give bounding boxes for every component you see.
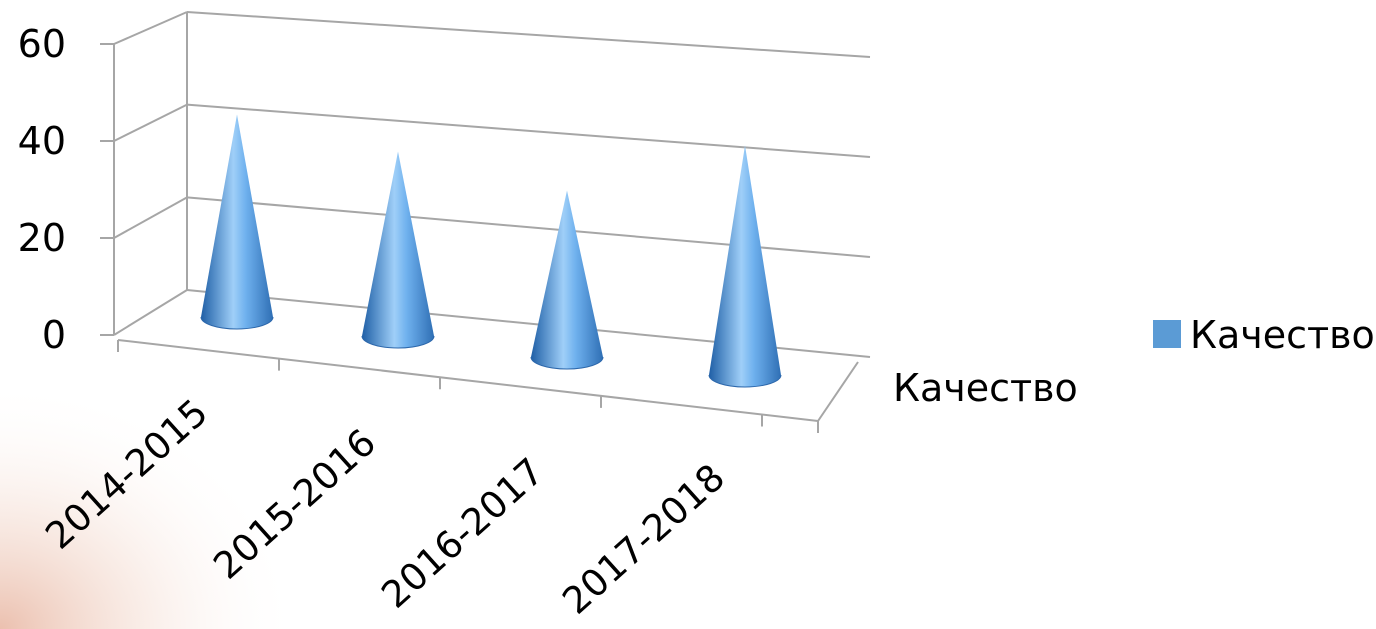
cone-body — [709, 145, 781, 387]
y-tick-label: 0 — [42, 313, 66, 357]
depth-axis — [817, 361, 859, 422]
gridline-side — [113, 11, 188, 45]
cone-base-edge — [361, 335, 435, 349]
y-tick-label: 40 — [18, 119, 66, 163]
cone — [200, 114, 274, 330]
gridline — [186, 103, 871, 158]
gridline-side — [113, 289, 188, 336]
cone-body — [362, 151, 434, 348]
cone-body — [531, 190, 603, 369]
y-tick-label: 60 — [18, 22, 66, 66]
cone — [361, 151, 435, 349]
cone-base-edge — [530, 356, 604, 370]
gridline — [186, 196, 871, 258]
gridline-side — [113, 196, 188, 239]
gridline-side — [113, 103, 188, 142]
y-tick-label: 20 — [18, 216, 66, 260]
background-wash — [0, 380, 300, 629]
legend-swatch — [1153, 320, 1181, 348]
axes — [100, 12, 859, 433]
cone — [708, 145, 782, 388]
legend: Качество — [1153, 313, 1375, 357]
cone — [530, 190, 604, 370]
x-axis — [117, 339, 819, 422]
category-label: 2016-2017 — [373, 450, 552, 617]
cone-base-edge — [708, 374, 782, 388]
legend-label: Качество — [1190, 313, 1375, 357]
depth-axis-label: Качество — [893, 366, 1078, 410]
cone-base-edge — [200, 316, 274, 330]
cones — [200, 114, 782, 388]
cone-body — [201, 114, 273, 329]
gridline — [186, 11, 871, 58]
category-label: 2017-2018 — [554, 456, 733, 623]
y-tick-labels: 0 20 40 60 — [18, 22, 66, 357]
